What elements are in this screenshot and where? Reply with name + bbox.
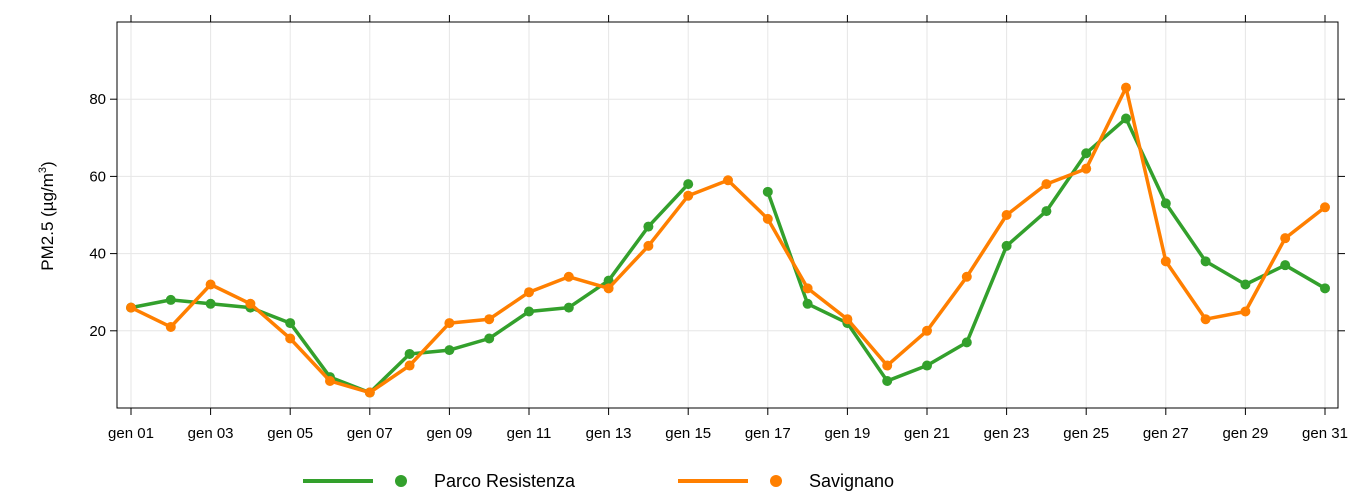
- legend-item: Parco Resistenza: [303, 471, 576, 491]
- data-point: [1081, 163, 1092, 174]
- x-tick-label: gen 31: [1302, 425, 1348, 442]
- x-tick-label: gen 13: [586, 425, 632, 442]
- data-point: [882, 375, 893, 386]
- data-point: [1320, 283, 1330, 294]
- data-point: [563, 302, 574, 313]
- data-point: [1280, 233, 1291, 244]
- data-point: [484, 333, 495, 344]
- data-point: [165, 294, 176, 305]
- data-point: [1081, 148, 1092, 159]
- plot-frame: [116, 21, 1339, 409]
- series-savignano: [126, 82, 1330, 398]
- data-point: [1001, 240, 1012, 251]
- legend: Parco Resistenza Savignano: [303, 471, 894, 491]
- x-tick-label: gen 25: [1063, 425, 1109, 442]
- axes: gen 01 gen 03 gen 05 gen 07 gen 09 gen 11 gen …: [89, 15, 1348, 442]
- data-point: [1320, 202, 1330, 213]
- data-point: [643, 221, 654, 232]
- data-point: [802, 298, 813, 309]
- legend-point-swatch: [770, 475, 782, 487]
- series-group: [126, 82, 1330, 398]
- data-point: [444, 345, 455, 356]
- x-tick-label: gen 29: [1222, 425, 1268, 442]
- legend-item: Savignano: [678, 471, 894, 491]
- data-point: [245, 298, 256, 309]
- data-point: [1280, 260, 1291, 271]
- y-axis-title-main: PM2.5 (µg/m: [38, 173, 57, 271]
- data-point: [1160, 198, 1171, 209]
- data-point: [126, 302, 136, 313]
- data-point: [205, 279, 216, 290]
- x-tick-label: gen 15: [665, 425, 711, 442]
- x-tick-label: gen 21: [904, 425, 950, 442]
- data-point: [1121, 113, 1131, 124]
- data-point: [1160, 256, 1171, 267]
- data-point: [1240, 306, 1251, 317]
- legend-label: Parco Resistenza: [434, 471, 576, 491]
- x-tick-label: gen 17: [745, 425, 791, 442]
- data-point: [762, 213, 773, 224]
- y-axis-title-sup: 3: [37, 167, 49, 173]
- series-line: [130, 85, 1327, 395]
- data-point: [1041, 179, 1052, 190]
- data-point: [1001, 210, 1012, 220]
- data-point: [1240, 279, 1251, 290]
- data-point: [683, 190, 694, 201]
- data-point: [683, 179, 694, 190]
- y-tick-label: 40: [89, 246, 106, 263]
- data-point: [603, 283, 614, 294]
- y-tick-label: 60: [89, 168, 106, 185]
- data-point: [723, 175, 733, 186]
- y-tick-label: 80: [89, 91, 106, 108]
- data-point: [842, 314, 853, 325]
- data-point: [563, 271, 574, 282]
- data-point: [524, 287, 534, 298]
- grid-lines: [117, 22, 1338, 408]
- data-point: [1200, 314, 1211, 325]
- data-point: [922, 360, 932, 371]
- data-point: [404, 348, 415, 359]
- x-tick-label: gen 07: [347, 425, 393, 442]
- data-point: [961, 271, 972, 282]
- y-axis-title-close: ): [38, 161, 57, 167]
- data-point: [364, 387, 375, 398]
- series-line: [766, 116, 1326, 383]
- data-point: [404, 360, 415, 371]
- data-point: [205, 298, 216, 309]
- data-point: [922, 325, 932, 336]
- x-tick-label: gen 05: [267, 425, 313, 442]
- data-point: [285, 318, 296, 329]
- x-tick-label: gen 11: [507, 425, 552, 442]
- data-point: [484, 314, 495, 325]
- x-tick-label: gen 23: [984, 425, 1030, 442]
- y-tick-label: 20: [89, 323, 106, 340]
- data-point: [802, 283, 813, 294]
- data-point: [762, 186, 773, 197]
- data-point: [1041, 206, 1052, 217]
- data-point: [643, 240, 654, 251]
- data-point: [285, 333, 296, 344]
- data-point: [1200, 256, 1211, 267]
- x-tick-label: gen 09: [426, 425, 472, 442]
- x-tick-label: gen 27: [1143, 425, 1189, 442]
- data-point: [524, 306, 534, 317]
- x-tick-label: gen 03: [188, 425, 234, 442]
- legend-label: Savignano: [809, 471, 894, 491]
- series-parco-resistenza: [126, 113, 1330, 398]
- data-point: [325, 375, 335, 386]
- data-point: [961, 337, 972, 348]
- x-tick-label: gen 01: [108, 425, 154, 442]
- legend-point-swatch: [395, 475, 407, 487]
- data-point: [1121, 82, 1131, 93]
- data-point: [165, 321, 176, 332]
- x-tick-label: gen 19: [824, 425, 870, 442]
- data-point: [444, 318, 455, 329]
- data-point: [882, 360, 893, 371]
- y-axis-title: PM2.5 (µg/m3): [37, 161, 57, 270]
